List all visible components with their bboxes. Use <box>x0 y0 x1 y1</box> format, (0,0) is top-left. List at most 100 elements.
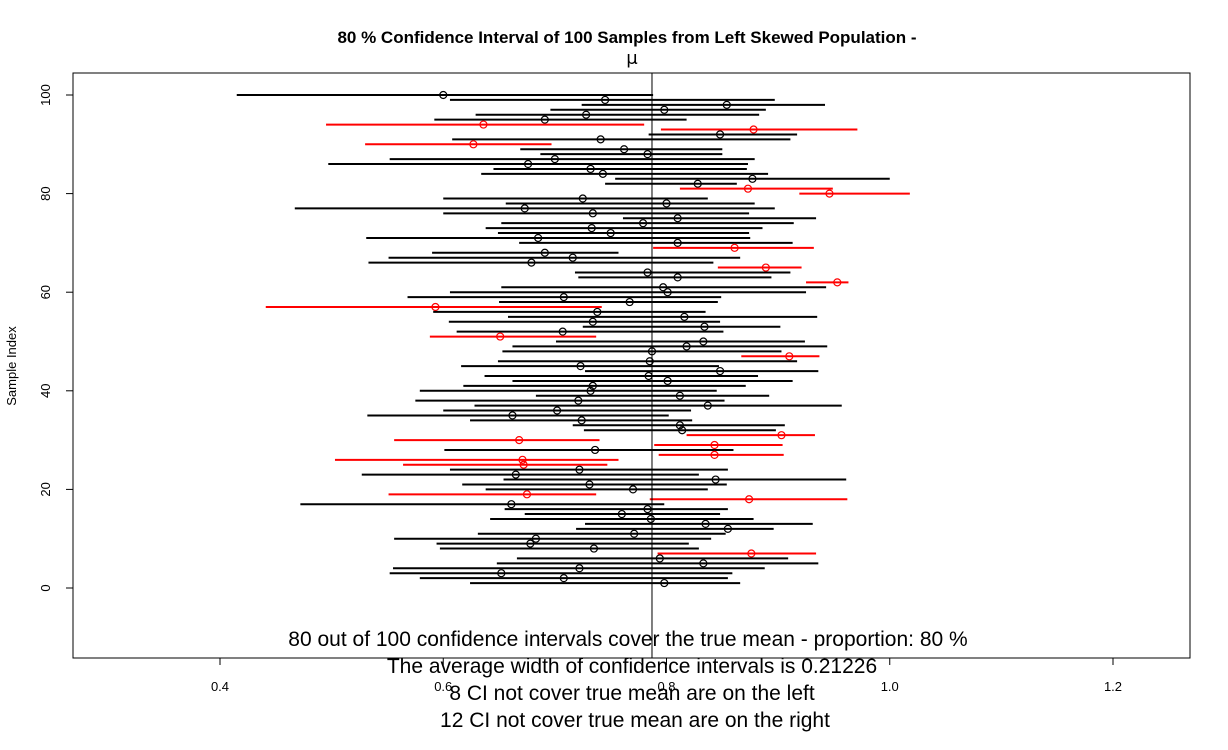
interval-mean-point <box>601 95 610 105</box>
interval-mean-point <box>675 421 684 430</box>
interval-mean-point <box>596 135 605 144</box>
y-tick-label: 60 <box>38 285 53 299</box>
interval-mean-point <box>520 204 529 213</box>
x-tick-label: 1.0 <box>881 679 899 694</box>
interval-mean-point <box>526 539 535 548</box>
interval-mean-point <box>531 534 540 543</box>
interval-mean-point <box>682 342 691 351</box>
interval-mean-point <box>559 574 568 583</box>
interval-mean-point <box>710 440 719 450</box>
interval-mean-point <box>715 366 725 376</box>
x-tick-label: 0.8 <box>657 679 675 694</box>
interval-mean-point <box>496 332 505 341</box>
interval-mean-point <box>628 485 638 494</box>
interval-mean-point <box>617 509 626 519</box>
interval-mean-point <box>534 233 543 243</box>
x-tick-label: 0.4 <box>211 679 229 694</box>
interval-mean-point <box>825 189 834 198</box>
interval-mean-point <box>785 352 794 361</box>
y-axis-title: Sample Index <box>4 326 19 406</box>
annotation-right-miss: 12 CI not cover true mean are on the rig… <box>440 709 830 732</box>
x-tick-label: 1.2 <box>1104 679 1122 694</box>
interval-mean-point <box>699 337 708 346</box>
interval-mean-point <box>673 238 682 247</box>
annotations: 80 out of 100 confidence intervals cover… <box>288 628 967 732</box>
y-tick-label: 80 <box>38 186 53 200</box>
interval-mean-point <box>508 411 517 420</box>
interval-mean-point <box>745 495 754 504</box>
interval-mean-point <box>518 455 527 464</box>
interval-mean-point <box>575 465 584 474</box>
interval-mean-point <box>711 475 720 484</box>
interval-mean-point <box>730 243 739 252</box>
interval-mean-point <box>693 179 702 188</box>
interval-mean-point <box>577 416 586 425</box>
x-ticks: 0.4 0.6 0.8 1.0 1.2 <box>211 658 1122 694</box>
interval-mean-point <box>523 159 533 169</box>
x-tick-label: 0.6 <box>434 679 452 694</box>
interval-mean-point <box>663 288 672 297</box>
interval-mean-point <box>743 184 753 193</box>
interval-mean-point <box>519 460 528 469</box>
interval-mean-point <box>630 529 639 538</box>
interval-mean-point <box>673 214 682 223</box>
interval-mean-point <box>710 450 719 459</box>
interval-mean-point <box>700 322 709 331</box>
annotation-left-miss: 8 CI not cover true mean are on the left <box>449 682 815 705</box>
interval-series <box>236 90 910 588</box>
interval-mean-point <box>749 125 758 134</box>
y-tick-label: 20 <box>38 482 53 496</box>
interval-mean-point <box>662 199 671 208</box>
interval-mean-point <box>590 445 600 455</box>
interval-mean-point <box>558 327 567 336</box>
interval-mean-point <box>643 150 652 159</box>
interval-mean-point <box>559 293 568 302</box>
interval-mean-point <box>777 431 786 440</box>
interval-mean-point <box>585 480 594 489</box>
interval-mean-point <box>586 386 595 395</box>
interval-mean-point <box>588 317 597 326</box>
interval-mean-point <box>625 297 634 307</box>
interval-mean-point <box>723 524 732 533</box>
interval-mean-point <box>582 110 591 119</box>
interval-mean-point <box>431 302 440 312</box>
interval-mean-point <box>606 228 615 238</box>
interval-mean-point <box>586 164 595 174</box>
interval-mean-point <box>675 391 684 400</box>
interval-mean-point <box>660 578 669 588</box>
interval-mean-point <box>645 357 654 366</box>
interval-mean-point <box>553 406 562 415</box>
interval-mean-point <box>540 115 549 124</box>
interval-mean-point <box>587 224 596 233</box>
interval-mean-point <box>678 426 687 435</box>
interval-mean-point <box>748 174 757 183</box>
mu-label: μ <box>626 48 638 69</box>
interval-mean-point <box>643 268 652 277</box>
interval-mean-point <box>574 396 583 405</box>
interval-mean-point <box>646 514 655 524</box>
interval-mean-point <box>699 559 708 568</box>
interval-mean-point <box>527 258 536 267</box>
y-tick-label: 0 <box>38 584 53 591</box>
interval-mean-point <box>643 505 652 514</box>
interval-mean-point <box>576 362 585 371</box>
interval-mean-point <box>507 500 516 509</box>
interval-mean-point <box>439 90 448 100</box>
interval-mean-point <box>663 376 672 386</box>
interval-mean-point <box>598 169 607 178</box>
interval-mean-point <box>497 569 506 578</box>
interval-mean-point <box>540 248 549 257</box>
interval-mean-point <box>593 307 602 317</box>
interval-mean-point <box>660 105 669 114</box>
interval-mean-point <box>722 100 731 109</box>
y-tick-label: 100 <box>38 84 53 106</box>
chart-title: 80 % Confidence Interval of 100 Samples … <box>337 28 916 47</box>
interval-mean-point <box>578 194 587 203</box>
interval-mean-point <box>619 145 629 154</box>
interval-mean-point <box>469 140 478 149</box>
interval-mean-point <box>515 436 524 445</box>
interval-mean-point <box>588 381 597 390</box>
interval-mean-point <box>568 253 577 262</box>
interval-mean-point <box>701 519 710 529</box>
interval-mean-point <box>638 219 648 228</box>
